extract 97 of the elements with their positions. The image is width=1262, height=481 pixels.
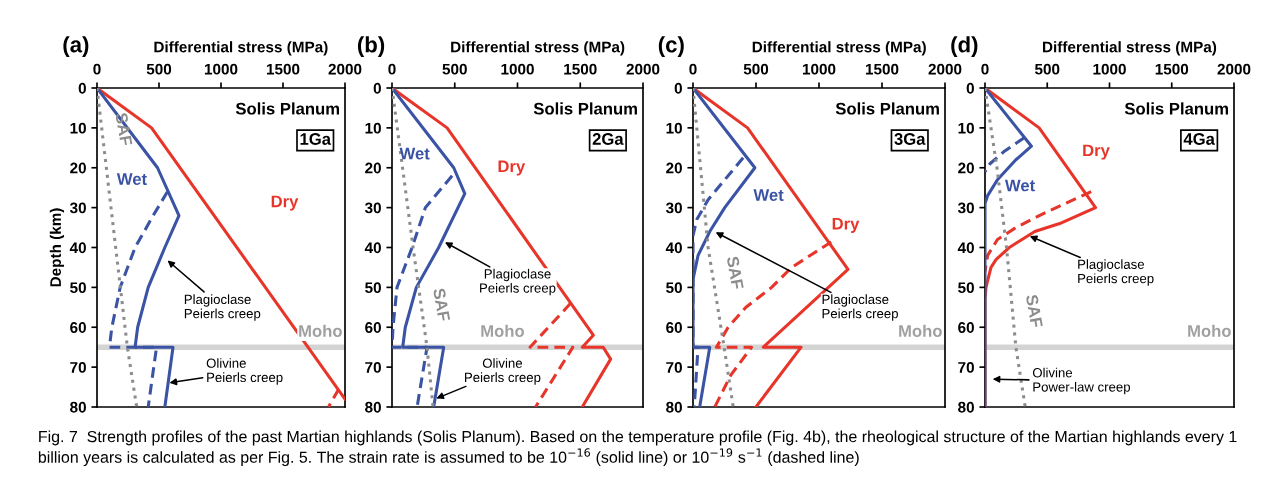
y-tick-label: 0: [966, 82, 974, 94]
series-label: Wet: [1004, 179, 1035, 192]
y-tick-label: 10: [958, 122, 974, 134]
y-tick-label: 70: [958, 361, 974, 373]
annotation: 4Ga: [1183, 133, 1215, 145]
y-tick-label: 40: [957, 242, 974, 254]
annotation: 1Ga: [300, 133, 332, 145]
series-label: Dry: [1083, 144, 1110, 160]
y-tick-label: 70: [666, 361, 682, 373]
chart-title: (b): [357, 36, 385, 57]
chart-title: (c): [658, 36, 684, 57]
x-tick-label: 2000: [328, 63, 362, 75]
y-axis-title: Depth (km): [49, 208, 65, 287]
text: SAF: [1025, 294, 1043, 328]
y-tick-label: 60: [666, 322, 682, 333]
x-tick-label: 1500: [1155, 63, 1189, 75]
x-tick-label: 1000: [204, 63, 238, 75]
x-tick-label: 2000: [928, 63, 962, 75]
text: SAF: [726, 255, 744, 290]
x-axis-title: Differential stress (MPa): [752, 41, 926, 56]
series-label: Dry: [498, 160, 526, 176]
y-tick-label: 50: [70, 282, 86, 294]
x-tick-label: 500: [1034, 63, 1060, 75]
y-tick-label: 60: [70, 322, 86, 333]
x-axis-title: Differential stress (MPa): [451, 41, 625, 56]
y-tick-label: 30: [69, 202, 86, 214]
y-tick-label: 20: [365, 162, 381, 174]
y-tick-label: 10: [666, 122, 682, 134]
chart-title: (a): [63, 36, 89, 57]
x-axis-title: Differential stress (MPa): [1043, 41, 1217, 56]
ref-line-label: Moho: [1188, 324, 1231, 337]
caption: Fig. 7 Strength profiles of the past Martian highlands (Solis Planum). Based on the temperature profile (Fig. 4b), the rheological structure of the Martian highlands every 1 billion years is calculated as per Fig. 5. The strain rate is assumed to be 10$^{−16}$ (solid line) or 10$^{−19}$ s$^{−1}$ (dashed line): [38, 430, 1237, 467]
y-tick-label: 80: [365, 401, 381, 413]
x-tick-label: 0: [689, 63, 697, 75]
x-tick-label: 1500: [266, 63, 300, 75]
y-tick-label: 40: [665, 242, 682, 254]
annotation: Plagioclase Peierls creep: [480, 268, 556, 296]
y-tick-label: 10: [365, 122, 381, 134]
y-tick-label: 60: [365, 322, 381, 333]
y-tick-label: 30: [957, 202, 974, 214]
x-tick-label: 2000: [626, 63, 660, 75]
text: SAF: [115, 112, 133, 147]
x-tick-label: 1000: [501, 63, 534, 75]
x-tick-label: 1000: [802, 63, 836, 75]
y-tick-label: 80: [666, 401, 682, 413]
y-tick-label: 50: [365, 282, 381, 294]
annotation: 3Ga: [894, 133, 926, 145]
x-tick-label: 0: [981, 63, 989, 75]
x-tick-label: 500: [743, 63, 769, 75]
y-tick-label: 70: [365, 361, 381, 373]
y-tick-label: 50: [666, 282, 682, 294]
x-tick-label: 1000: [1093, 63, 1126, 75]
ref-line-label: Moho: [299, 324, 342, 337]
annotation: Olivine Peierls creep: [465, 358, 541, 385]
y-tick-label: 80: [70, 401, 86, 413]
series-label: Dry: [832, 218, 860, 233]
annotation: Solis Planum: [235, 102, 340, 115]
x-tick-label: 0: [388, 63, 396, 75]
y-tick-label: 10: [70, 122, 86, 134]
y-tick-label: 30: [665, 202, 682, 214]
annotation: Plagioclase Peierls creep: [1078, 259, 1154, 286]
annotation: Solis Planum: [1124, 102, 1228, 115]
y-tick-label: 60: [958, 322, 974, 333]
series-label: Wet: [116, 173, 147, 185]
y-tick-label: 0: [373, 82, 381, 94]
y-tick-label: 70: [70, 361, 86, 373]
y-tick-label: 30: [364, 202, 381, 214]
x-axis-title: Differential stress (MPa): [154, 41, 328, 56]
x-tick-label: 1500: [865, 63, 899, 75]
x-tick-label: 2000: [1217, 63, 1251, 75]
series-label: Wet: [753, 189, 784, 201]
y-tick-label: 20: [958, 162, 974, 174]
y-tick-label: 0: [78, 82, 86, 94]
x-tick-label: 1500: [564, 63, 597, 75]
annotation: Plagioclase Peierls creep: [184, 294, 261, 321]
annotation: Plagioclase Peierls creep: [822, 294, 898, 321]
y-tick-label: 40: [364, 242, 381, 254]
annotation: 2Ga: [592, 133, 624, 145]
y-tick-label: 20: [666, 162, 682, 174]
y-tick-label: 0: [674, 82, 682, 94]
ref-line-label: Moho: [899, 324, 942, 337]
annotation: Olivine Power-law creep: [1032, 367, 1131, 395]
ref-line-label: Moho: [481, 324, 524, 337]
x-tick-label: 0: [93, 63, 101, 75]
series-label: Wet: [399, 147, 430, 160]
x-tick-label: 500: [146, 63, 172, 75]
y-tick-label: 20: [70, 162, 86, 174]
y-tick-label: 50: [958, 282, 974, 294]
y-tick-label: 80: [958, 401, 974, 413]
text: SAF: [432, 287, 451, 322]
chart-title: (d): [951, 36, 978, 57]
annotation: Solis Planum: [835, 102, 939, 115]
text: Dry: [271, 195, 299, 211]
annotation: Olivine Peierls creep: [206, 358, 283, 385]
x-tick-label: 500: [442, 63, 467, 75]
annotation: Solis Planum: [533, 102, 637, 115]
y-tick-label: 40: [69, 242, 86, 254]
